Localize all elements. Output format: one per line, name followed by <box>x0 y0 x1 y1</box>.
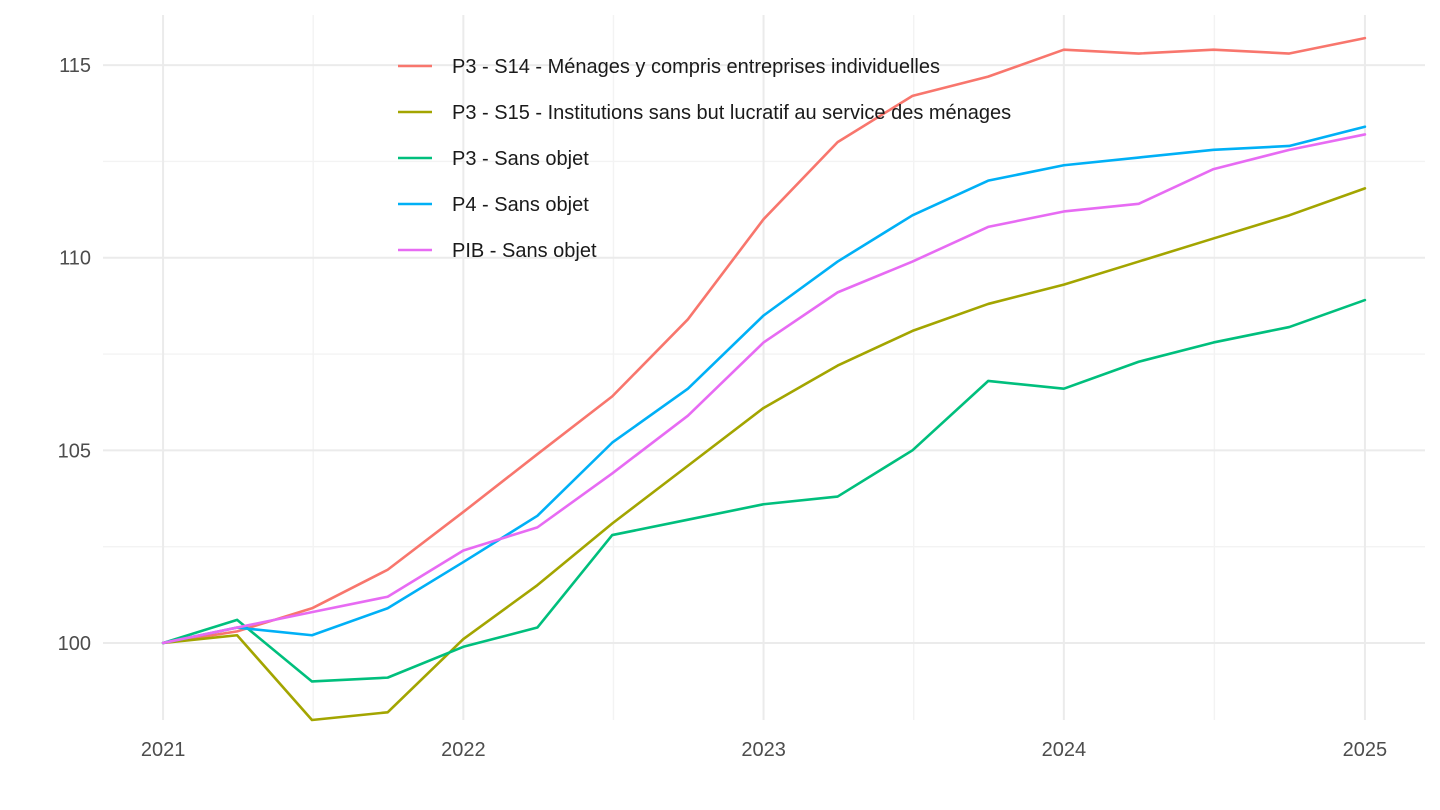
x-tick-label: 2023 <box>741 739 786 761</box>
legend: P3 - S14 - Ménages y compris entreprises… <box>398 56 1011 262</box>
series-line-4 <box>161 125 1367 645</box>
x-tick-label: 2022 <box>441 739 486 761</box>
series-line-2 <box>161 187 1367 722</box>
series-layer <box>161 36 1367 722</box>
x-tick-label: 2025 <box>1343 739 1388 761</box>
series-line-3 <box>161 298 1367 683</box>
legend-label-3: P3 - Sans objet <box>452 148 589 170</box>
y-tick-label: 110 <box>59 248 91 270</box>
legend-label-4: P4 - Sans objet <box>452 194 589 216</box>
series-line-5 <box>161 133 1367 645</box>
axis-labels: 100 105 110 115 2021 2022 2023 2024 2025 <box>58 55 1388 761</box>
grid-layer <box>103 15 1425 720</box>
x-tick-label: 2021 <box>141 739 186 761</box>
legend-label-1: P3 - S14 - Ménages y compris entreprises… <box>452 56 940 78</box>
y-tick-label: 115 <box>59 55 91 77</box>
legend-label-5: PIB - Sans objet <box>452 240 597 262</box>
series-line-1 <box>161 36 1367 645</box>
y-tick-label: 100 <box>58 633 91 655</box>
x-tick-label: 2024 <box>1042 739 1087 761</box>
y-tick-label: 105 <box>58 440 91 462</box>
legend-label-2: P3 - S15 - Institutions sans but lucrati… <box>452 102 1011 124</box>
